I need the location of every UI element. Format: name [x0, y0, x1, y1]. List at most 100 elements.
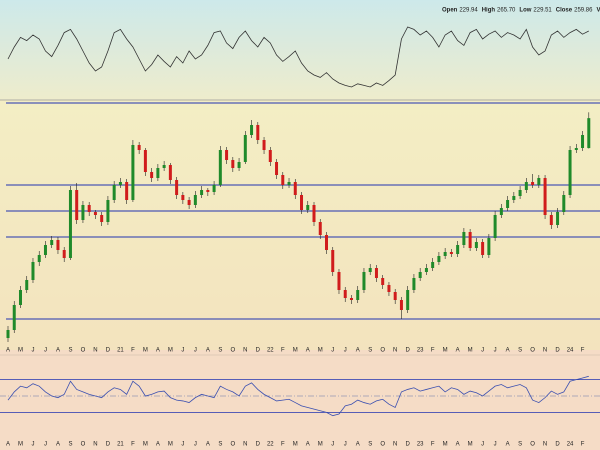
x-tick-label: J [181, 348, 184, 354]
candle-body [399, 300, 403, 310]
candle-body [393, 292, 397, 300]
x-tick-label: J [331, 442, 334, 448]
candle-body [181, 195, 185, 200]
x-tick-label: M [18, 348, 23, 354]
candle-body [150, 172, 154, 178]
candle-body [275, 162, 279, 175]
candle-body [12, 305, 16, 330]
price-panel [0, 100, 600, 350]
x-tick-label: J [331, 348, 334, 354]
x-tick-label: N [243, 442, 247, 448]
candle-body [349, 298, 353, 300]
candle-body [481, 242, 485, 255]
candle-body [250, 125, 254, 135]
x-tick-label: F [131, 442, 135, 448]
candle-body [324, 235, 328, 250]
candle-body [187, 200, 191, 205]
header-value: 259.86 [574, 8, 593, 14]
oscillator-panel [0, 0, 600, 100]
candle-body [456, 245, 460, 254]
candle-body [374, 268, 378, 278]
x-tick-label: D [406, 348, 411, 354]
x-tick-label: S [218, 348, 222, 354]
x-tick-label: 21 [117, 348, 124, 354]
candle-body [143, 150, 147, 172]
x-tick-label: J [344, 442, 347, 448]
x-tick-label: J [44, 348, 47, 354]
x-tick-label: O [81, 442, 86, 448]
ohlc-header: Open 229.94 High 265.70 Low 229.51 Close 259.86… [442, 8, 600, 14]
header-label: Low [519, 8, 531, 14]
x-tick-label: F [581, 442, 585, 448]
rsi-panel [0, 350, 600, 450]
x-tick-label: M [443, 348, 448, 354]
candle-body [131, 145, 135, 200]
x-tick-label: J [44, 442, 47, 448]
x-tick-label: M [293, 348, 298, 354]
x-tick-label: N [543, 442, 547, 448]
candle-body [281, 175, 285, 185]
candle-body [43, 245, 47, 255]
candle-body [537, 178, 541, 185]
x-tick-label: F [581, 348, 585, 354]
x-tick-label: M [143, 348, 148, 354]
candle-body [424, 268, 428, 272]
candle-body [318, 222, 322, 235]
x-tick-label: O [230, 348, 235, 354]
x-tick-label: J [481, 348, 484, 354]
candle-body [487, 238, 491, 255]
rsi-line [7, 375, 589, 417]
x-tick-label: M [168, 442, 173, 448]
candle-body [200, 190, 204, 195]
candle-body [231, 160, 235, 168]
candle-body [137, 145, 141, 150]
x-tick-label: M [168, 348, 173, 354]
x-tick-label: N [93, 348, 97, 354]
candle-body [6, 330, 10, 338]
x-tick-label: A [306, 442, 310, 448]
candle-body [243, 135, 247, 162]
candle-body [524, 182, 528, 190]
candle-body [106, 200, 110, 222]
x-tick-label: J [194, 442, 197, 448]
candle-body [418, 272, 422, 278]
x-tick-label: A [206, 442, 210, 448]
candle-body [268, 150, 272, 162]
candle-body [549, 215, 553, 225]
header-label: Open [442, 8, 458, 14]
candle-body [237, 162, 241, 168]
x-tick-label: A [6, 442, 10, 448]
x-tick-label: O [81, 348, 86, 354]
candle-body [512, 196, 516, 200]
x-tick-label: M [318, 348, 323, 354]
candle-body [162, 165, 166, 168]
x-tick-label: F [431, 442, 435, 448]
x-tick-label: 23 [417, 348, 424, 354]
candle-body [75, 190, 79, 220]
header-label: High [482, 8, 496, 14]
x-tick-label: D [555, 348, 560, 354]
candle-body [300, 195, 304, 210]
x-tick-label: A [206, 348, 210, 354]
x-tick-label: A [356, 442, 360, 448]
candle-body [449, 252, 453, 254]
candle-body [175, 180, 179, 195]
x-tick-label: A [6, 348, 10, 354]
x-tick-label: 22 [267, 348, 274, 354]
x-tick-label: J [31, 442, 34, 448]
header-value: 229.94 [459, 8, 478, 14]
header-label: Volume [596, 8, 600, 14]
x-tick-label: J [31, 348, 34, 354]
candle-body [574, 148, 578, 150]
x-tick-label: S [68, 348, 72, 354]
candle-body [337, 272, 341, 290]
candle-body [443, 252, 447, 256]
x-tick-label: D [106, 442, 111, 448]
candle-body [474, 242, 478, 248]
x-tick-label: N [393, 348, 397, 354]
candle-body [406, 290, 410, 310]
x-tick-label: M [468, 442, 473, 448]
candle-body [37, 255, 41, 262]
candle-body [262, 140, 266, 150]
